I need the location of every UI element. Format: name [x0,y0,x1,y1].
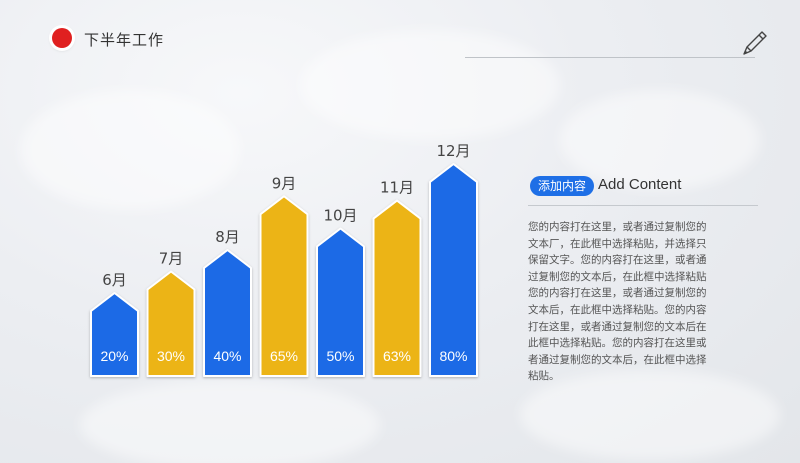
background-cloud [520,370,780,460]
chart-bar-4 [259,195,309,377]
background-cloud [560,90,760,190]
chart-bar-2 [146,270,196,377]
category-label-4: 9月 [272,174,297,192]
chart-bar-7 [429,163,478,377]
content-heading: Add Content [598,176,682,193]
data-label-2: 30% [157,348,185,364]
chart-bar-5 [316,227,365,377]
data-label-6: 63% [383,348,411,364]
chart-bar-6 [372,199,422,377]
content-body-text: 您的内容打在这里，或者通过复制您的文本厂，在此框中选择粘贴，并选择只保留文字。您… [528,221,707,383]
pen-icon [743,31,767,55]
data-label-1: 20% [100,348,128,364]
category-label-2: 7月 [159,250,184,268]
category-label-7: 12月 [436,142,470,160]
page-title: 下半年工作 [84,31,165,49]
category-label-5: 10月 [323,207,357,225]
background-cloud [20,90,240,210]
background-cloud [300,30,560,140]
data-label-4: 65% [270,348,298,364]
add-content-badge: 添加内容 [530,176,595,196]
red-dot-icon [52,28,72,48]
data-label-5: 50% [326,348,354,364]
category-label-6: 11月 [380,179,414,197]
data-label-7: 80% [439,348,467,364]
data-label-3: 40% [213,348,241,364]
chart-bar-3 [203,249,252,377]
content-divider [528,205,758,206]
background-cloud [80,380,380,463]
category-label-1: 6月 [102,271,127,289]
category-label-3: 8月 [215,228,240,246]
chart-bar-1 [90,292,139,377]
header-divider [465,57,755,58]
